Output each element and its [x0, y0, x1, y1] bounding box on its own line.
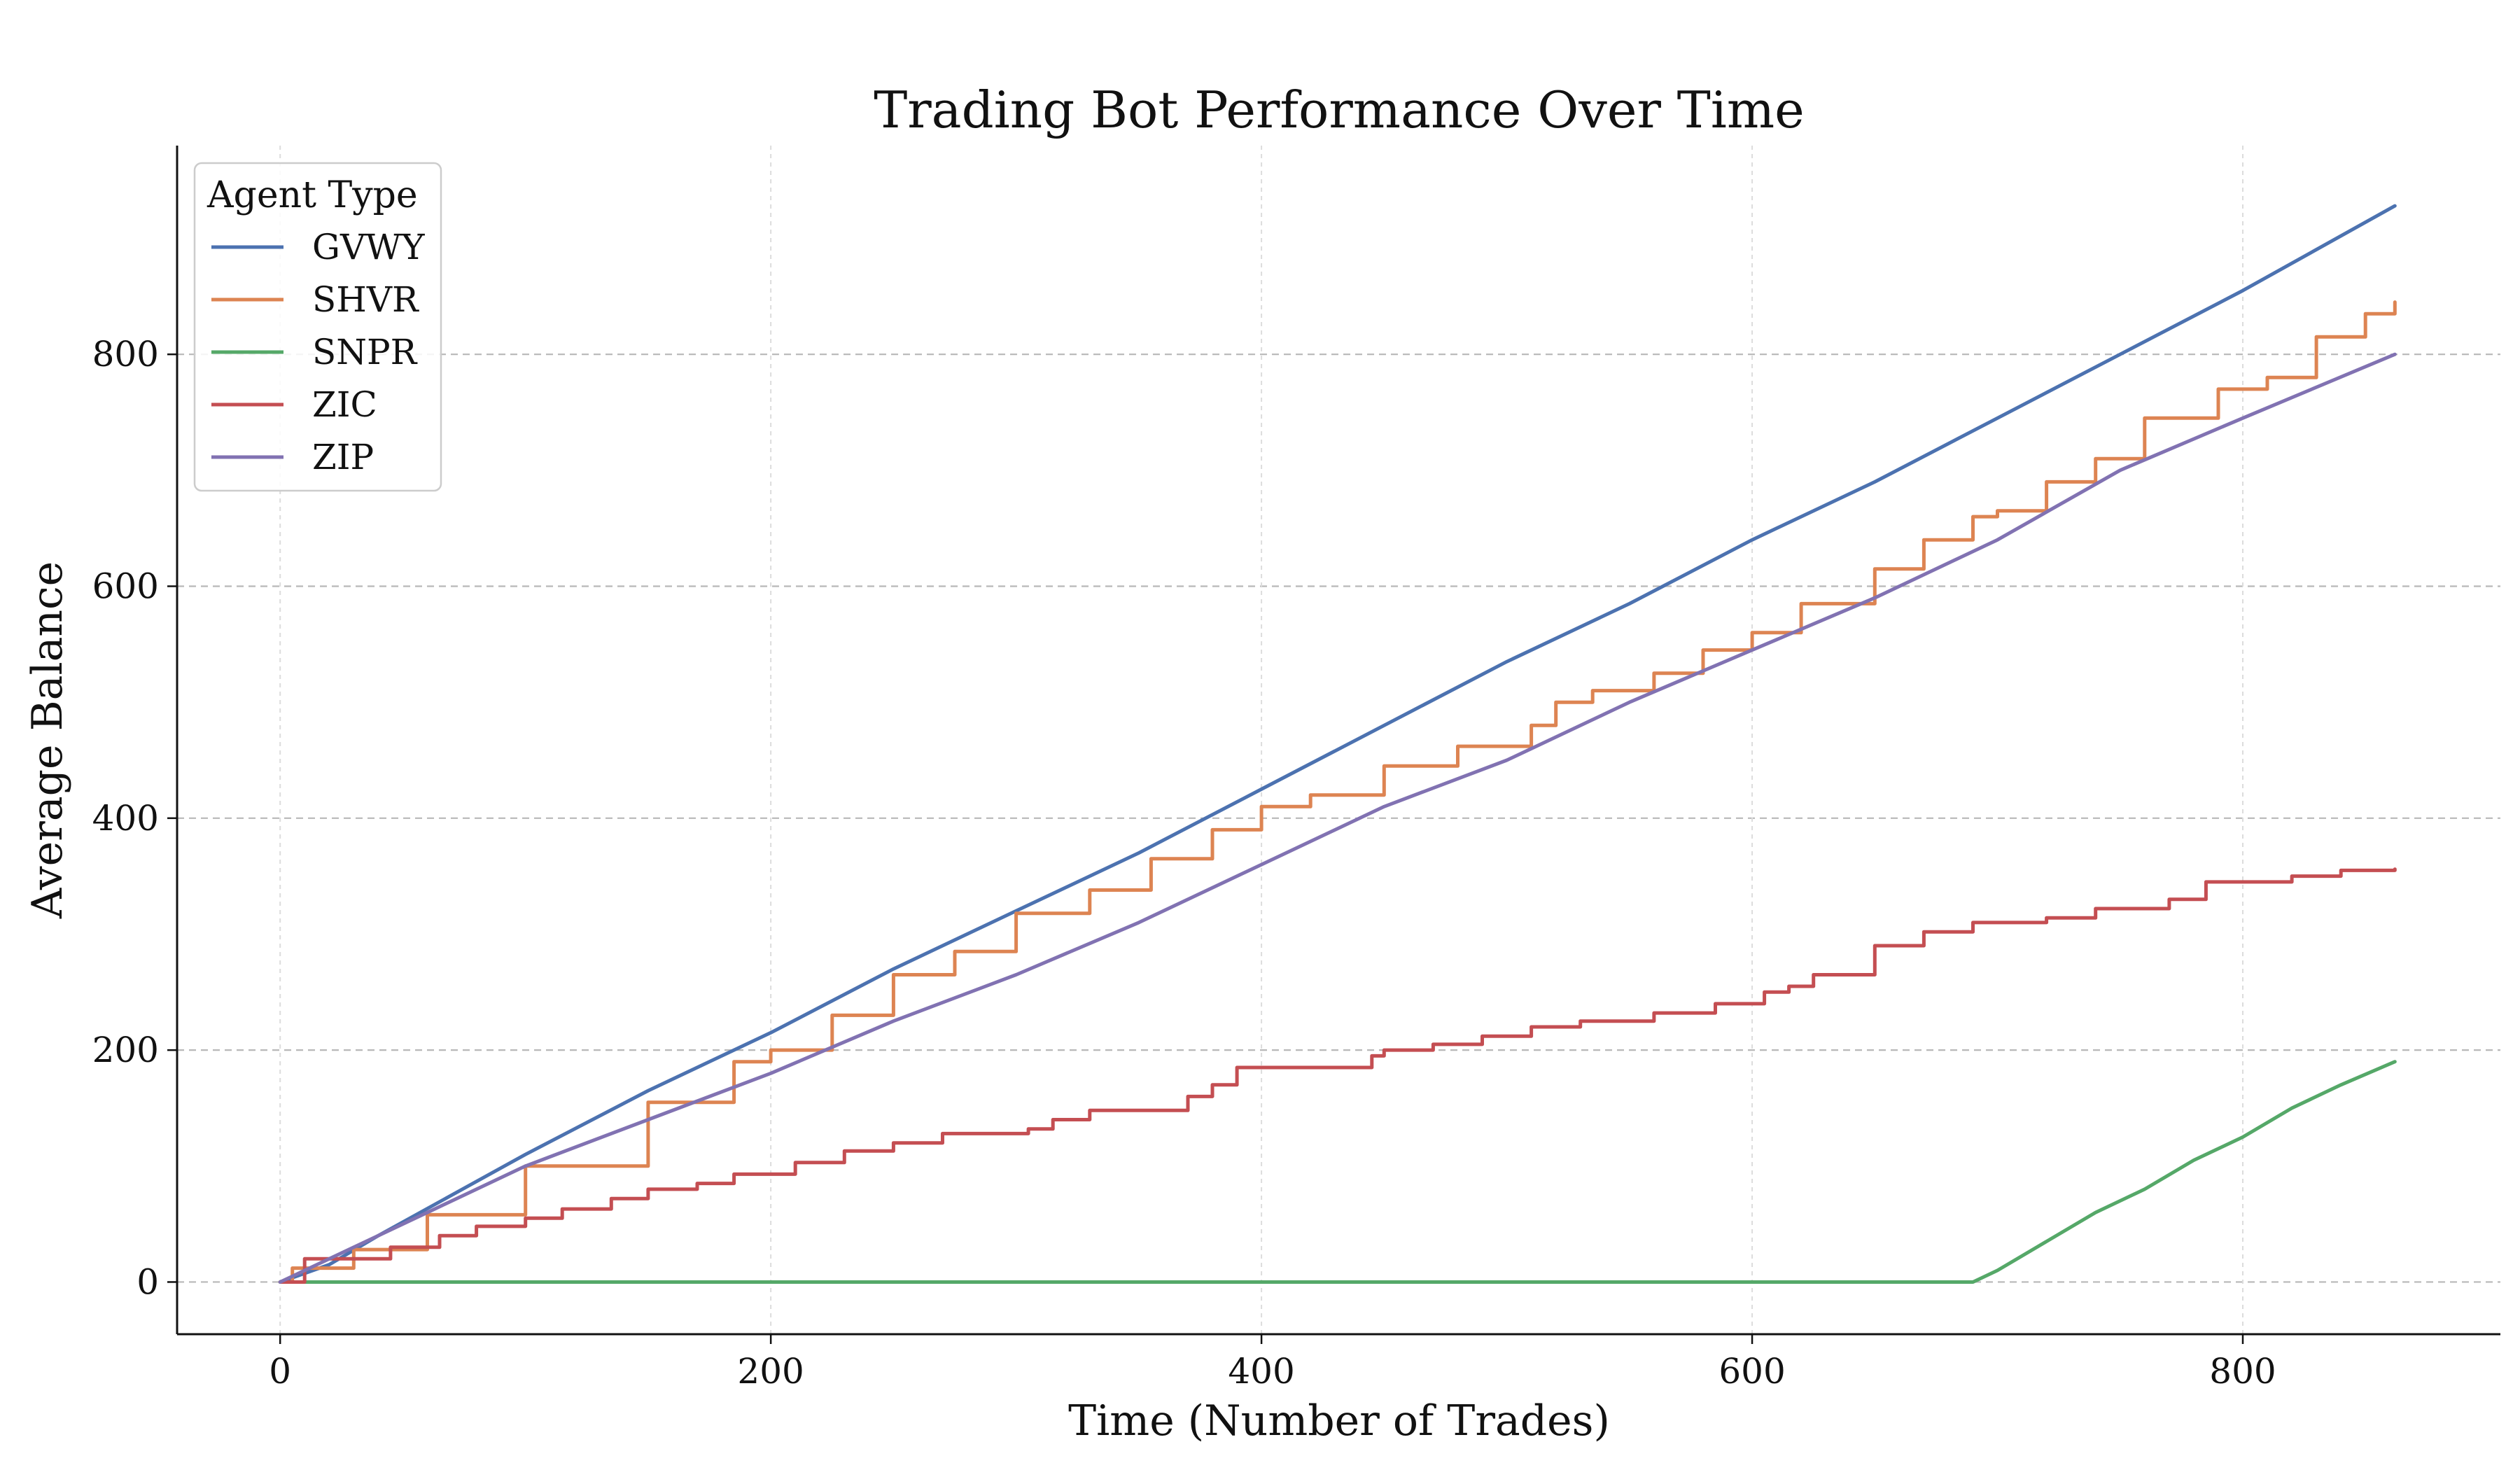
legend-items: GVWY SHVR SNPR ZIC ZIP: [211, 227, 425, 477]
x-tick-label: 400: [1228, 1351, 1294, 1392]
x-tick-label: 800: [2209, 1351, 2276, 1392]
chart-title: Trading Bot Performance Over Time: [874, 80, 1805, 139]
y-tick-label: 0: [136, 1261, 159, 1302]
legend: Agent Type GVWY SHVR SNPR ZIC ZIP: [193, 162, 442, 492]
legend-label-zic: ZIC: [312, 384, 377, 425]
series-line-gvwy: [278, 204, 2397, 1284]
y-tick-label: 200: [92, 1030, 159, 1070]
legend-label-zip: ZIP: [312, 437, 374, 477]
x-axis-label: Time (Number of Trades): [1068, 1396, 1610, 1446]
x-tick-label: 0: [269, 1351, 291, 1392]
legend-label-shvr: SHVR: [312, 279, 419, 320]
series-layer: [278, 204, 2397, 1284]
y-tick-label: 600: [92, 566, 159, 607]
legend-label-gvwy: GVWY: [312, 227, 425, 267]
legend-title: Agent Type: [206, 174, 418, 216]
series-line-shvr: [278, 300, 2397, 1284]
y-axis-label: Average Balance: [23, 561, 72, 919]
y-tick-label: 400: [92, 798, 159, 839]
legend-label-snpr: SNPR: [312, 332, 418, 372]
series-line-snpr: [278, 1060, 2397, 1284]
x-tick-label: 600: [1718, 1351, 1785, 1392]
series-line-zip: [278, 352, 2397, 1284]
y-tick-label: 800: [92, 334, 159, 374]
ticks: 0 200 400 600 800 0 200 400 600 800: [92, 334, 2276, 1392]
x-tick-label: 200: [737, 1351, 804, 1392]
legend-box: [193, 162, 442, 492]
series-line-zic: [278, 867, 2397, 1284]
